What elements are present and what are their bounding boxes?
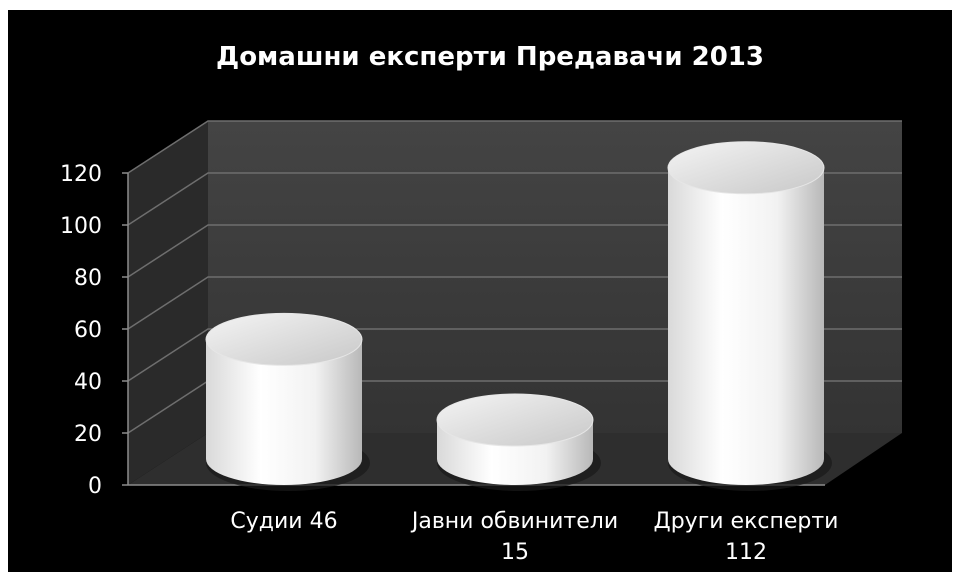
bar-body <box>668 167 824 486</box>
x-axis: Судии 46 Јавни обвинители 15 Други експерти… <box>230 509 838 565</box>
y-tick-label: 0 <box>88 474 102 499</box>
y-tick-label: 60 <box>74 318 102 343</box>
y-tick-label: 100 <box>60 214 102 239</box>
x-tick-label: Други експерти <box>654 509 839 534</box>
bar-top <box>667 141 825 195</box>
x-tick-label: 112 <box>725 540 767 565</box>
gridline <box>127 120 902 174</box>
y-axis: 0 20 40 60 80 100 120 <box>60 162 825 499</box>
bars <box>205 141 832 491</box>
bar-0 <box>205 312 370 491</box>
bar-top <box>205 312 363 366</box>
chart-title: Домашни експерти Предавачи 2013 <box>216 42 764 72</box>
bar-top <box>436 393 594 447</box>
bar-body <box>206 339 362 485</box>
bar-1 <box>436 393 601 491</box>
x-tick-label: Јавни обвинители <box>410 509 618 534</box>
x-tick-label: 15 <box>501 540 529 565</box>
y-tick-label: 40 <box>74 370 102 395</box>
bar-2 <box>667 141 832 491</box>
y-tick-label: 20 <box>74 422 102 447</box>
y-tick-label: 80 <box>74 266 102 291</box>
x-tick-label: Судии 46 <box>230 509 337 534</box>
y-tick-label: 120 <box>60 162 102 187</box>
